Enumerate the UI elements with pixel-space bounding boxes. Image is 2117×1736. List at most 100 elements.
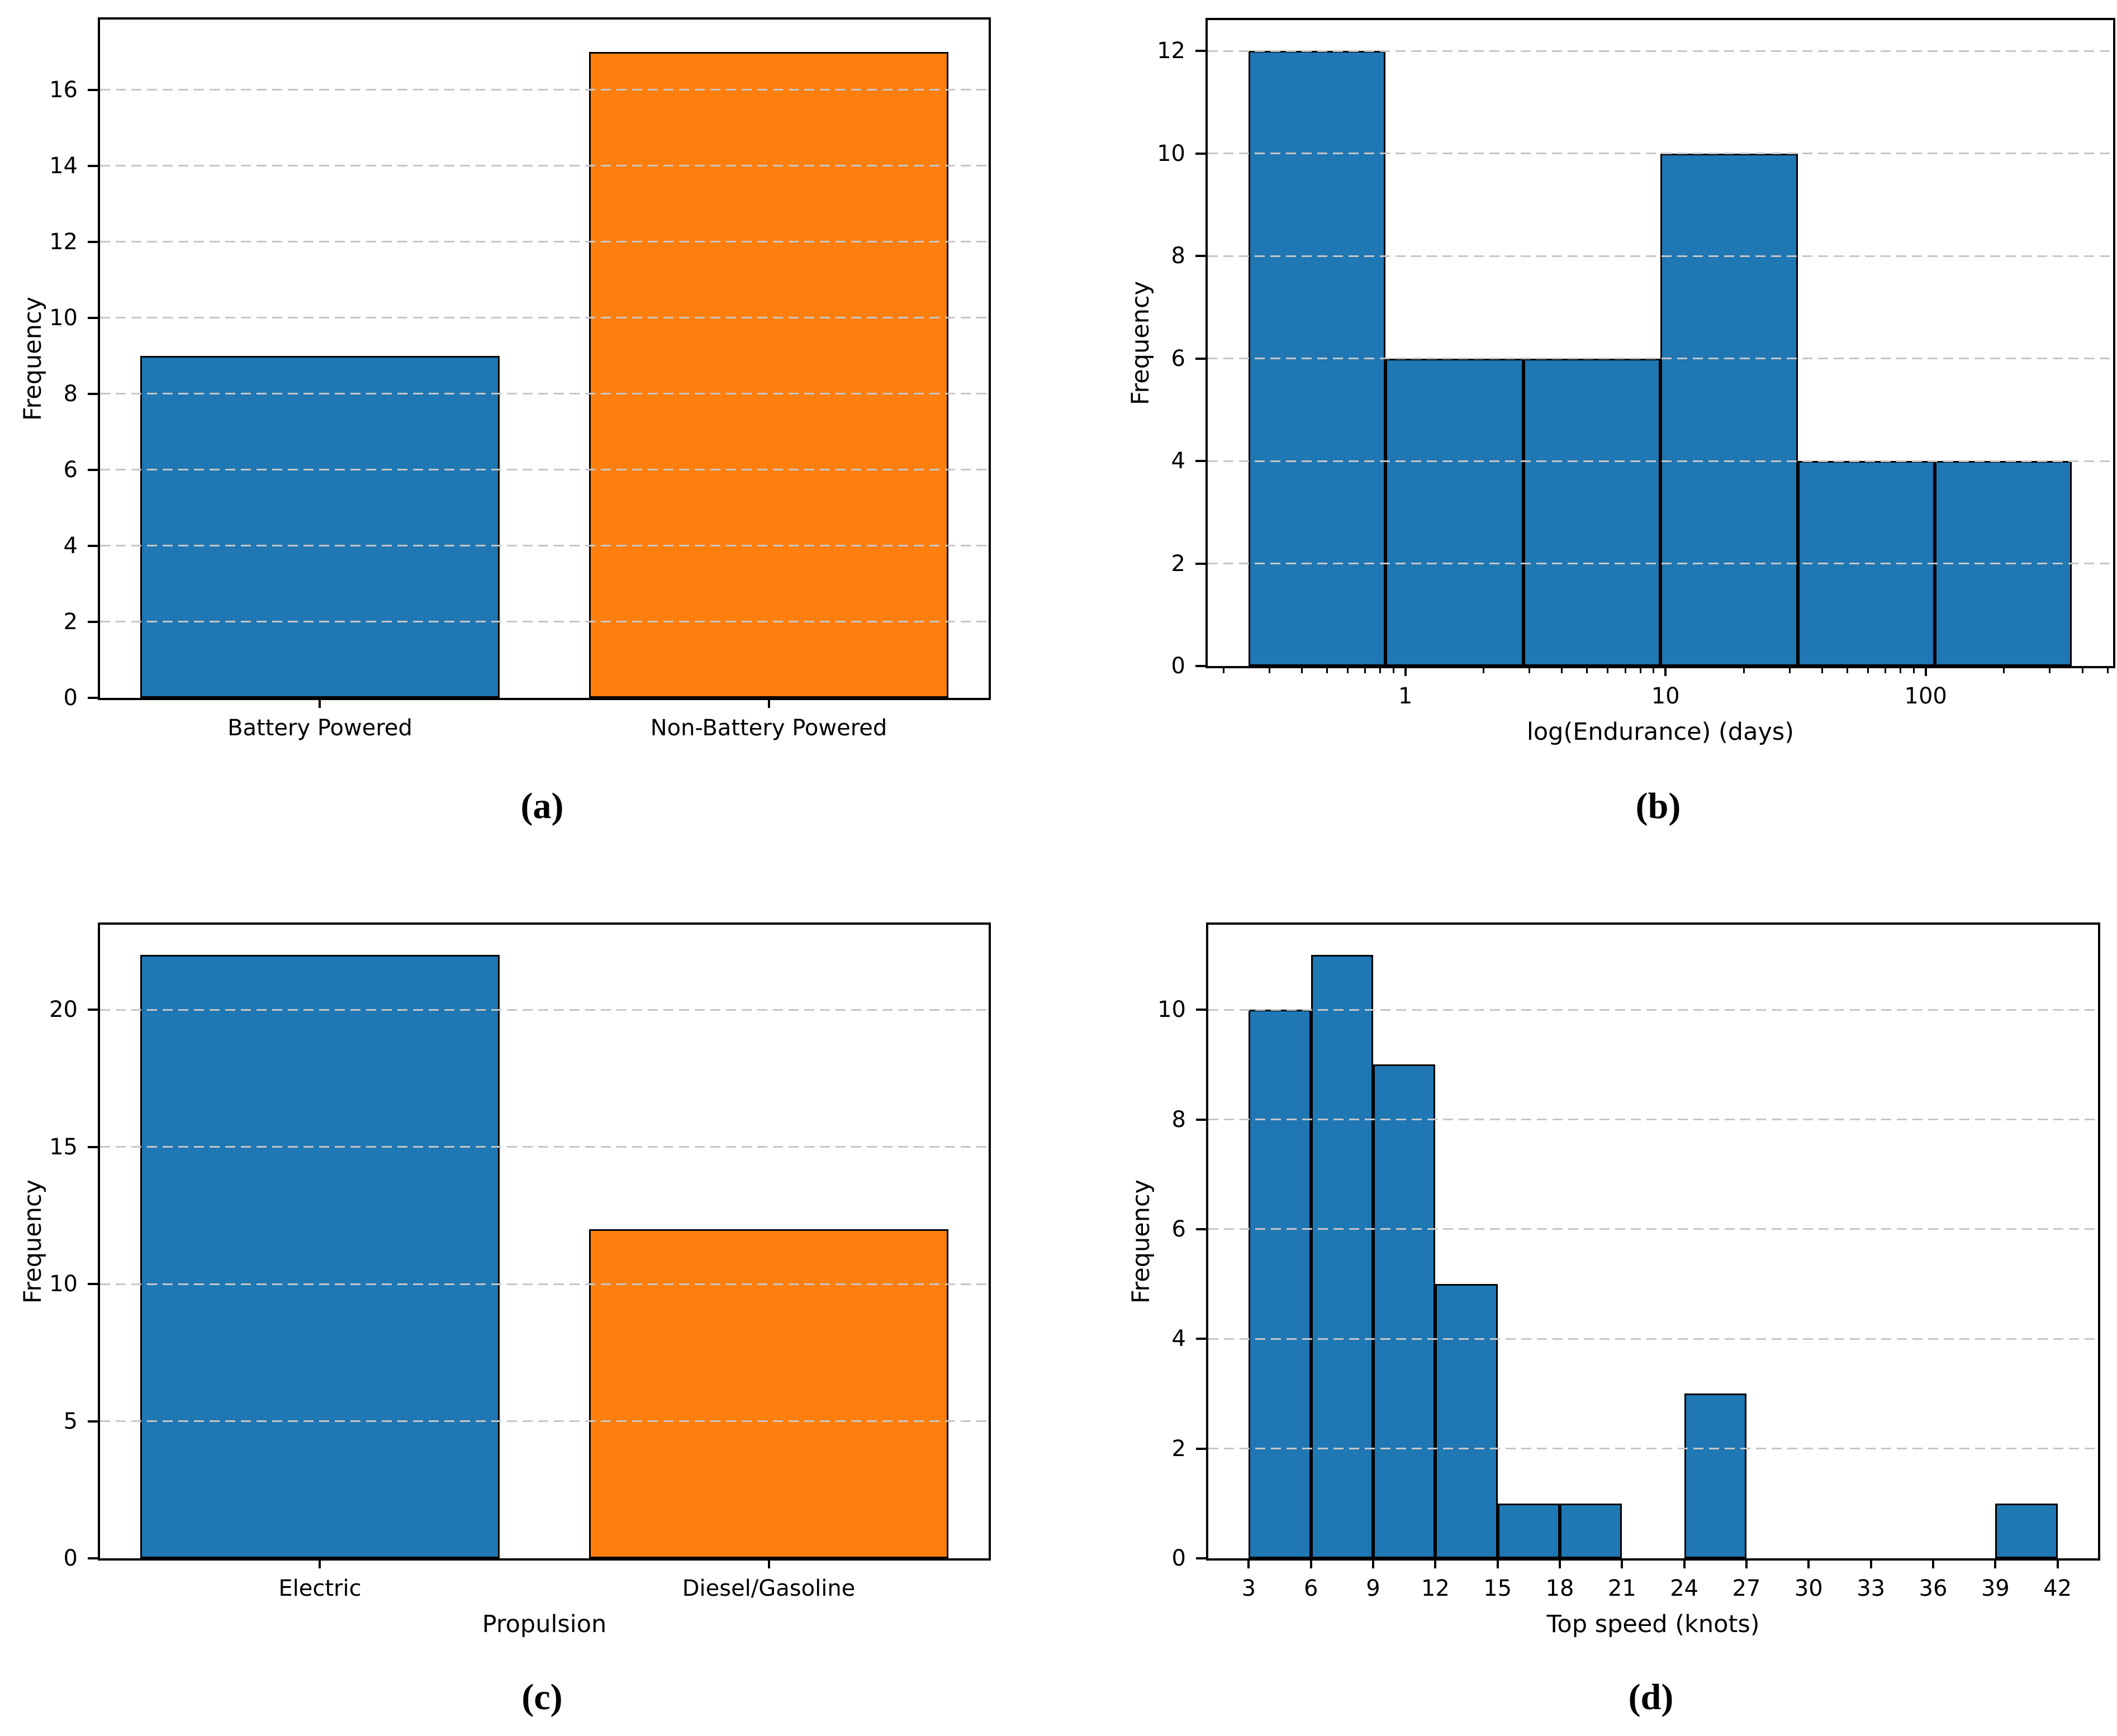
x-tick-label: 21: [1607, 1576, 1636, 1601]
x-tick-mark: [767, 1561, 770, 1568]
y-gridline: [1208, 1338, 2098, 1340]
x-minor-tick-mark: [1300, 668, 1303, 673]
x-minor-tick-mark: [2049, 668, 2051, 673]
histogram-bar: [1249, 1010, 1311, 1558]
y-tick-mark: [1195, 562, 1205, 565]
y-tick-mark: [1195, 50, 1205, 53]
histogram-bar: [1311, 955, 1374, 1558]
y-tick-mark: [1195, 255, 1205, 258]
x-tick-mark: [1807, 1561, 1810, 1568]
x-tick-label: 3: [1241, 1576, 1256, 1601]
y-tick-mark: [88, 316, 98, 319]
x-tick-label: 36: [1919, 1576, 1948, 1601]
histogram-bar: [1660, 153, 1798, 666]
subplot-caption-d: (d): [1628, 1677, 1674, 1718]
x-minor-tick-mark: [1639, 668, 1641, 673]
x-tick-mark: [1869, 1561, 1872, 1568]
y-gridline: [100, 1283, 989, 1285]
x-tick-mark: [1924, 668, 1927, 676]
histogram-bar: [1385, 358, 1523, 666]
x-minor-tick-mark: [1483, 668, 1485, 673]
x-tick-label: 100: [1904, 683, 1947, 709]
y-tick-label: 8: [1171, 1106, 1186, 1133]
y-gridline: [100, 1009, 989, 1011]
x-tick-mark: [767, 700, 770, 708]
y-tick-label: 6: [1171, 345, 1185, 372]
x-minor-tick-mark: [1586, 668, 1588, 673]
y-gridline: [1208, 563, 2113, 564]
y-tick-mark: [1195, 357, 1205, 360]
x-tick-label: Non-Battery Powered: [650, 715, 887, 741]
y-axis-label: Frequency: [1127, 280, 1155, 406]
y-tick-mark: [1196, 1557, 1206, 1559]
x-tick-label: 15: [1483, 1576, 1512, 1601]
x-tick-mark: [1247, 1561, 1250, 1568]
y-tick-label: 6: [1171, 1216, 1186, 1242]
histogram-bar: [1995, 1503, 2058, 1558]
y-gridline: [100, 1420, 989, 1423]
y-tick-label: 16: [49, 77, 78, 103]
y-tick-label: 0: [63, 685, 78, 711]
x-minor-tick-mark: [1847, 668, 1849, 673]
subplot-caption-a: (a): [520, 786, 564, 826]
y-tick-label: 10: [49, 1271, 78, 1297]
y-tick-mark: [1196, 1338, 1206, 1340]
y-gridline: [100, 393, 989, 395]
x-tick-mark: [1621, 1561, 1624, 1568]
x-tick-mark: [1664, 668, 1667, 676]
y-tick-mark: [1195, 665, 1205, 667]
y-tick-mark: [88, 544, 98, 547]
x-minor-tick-mark: [1885, 668, 1887, 673]
y-tick-mark: [88, 1145, 98, 1148]
y-gridline: [100, 545, 989, 547]
x-tick-label: 10: [1651, 683, 1680, 709]
x-tick-label: 18: [1545, 1576, 1574, 1601]
x-tick-mark: [1683, 1561, 1686, 1568]
y-gridline: [1208, 153, 2113, 155]
x-minor-tick-mark: [1268, 668, 1270, 673]
x-minor-tick-mark: [1624, 668, 1626, 673]
x-minor-tick-mark: [2106, 668, 2109, 673]
y-tick-mark: [88, 88, 98, 91]
bar-electric: [140, 955, 500, 1558]
y-tick-label: 5: [63, 1408, 78, 1434]
plot-area-a: Battery Powered Non-Battery Powered 0 2 4 6 8 1…: [19, 17, 991, 741]
y-tick-mark: [1196, 1009, 1206, 1011]
x-minor-tick-mark: [1788, 668, 1791, 673]
y-tick-mark: [88, 1557, 98, 1559]
y-gridline: [1208, 255, 2113, 257]
x-tick-mark: [1994, 1561, 1997, 1568]
x-tick-label: 6: [1303, 1576, 1318, 1601]
histogram-bar: [1373, 1064, 1436, 1558]
x-tick-label: 42: [2043, 1576, 2072, 1601]
y-tick-label: 4: [63, 532, 78, 559]
x-minor-tick-mark: [2003, 668, 2005, 673]
x-tick-mark: [1496, 1561, 1499, 1568]
y-tick-mark: [88, 240, 98, 243]
x-tick-label: 30: [1794, 1576, 1823, 1601]
plot-area-b: 1 10 100 0 2 4 6 8 10 12 log(Endurance) (days) Freq…: [1127, 18, 2115, 746]
y-tick-label: 6: [63, 456, 78, 483]
y-tick-mark: [1196, 1228, 1206, 1230]
y-tick-label: 15: [49, 1134, 78, 1160]
y-tick-mark: [88, 1283, 98, 1286]
y-tick-mark: [88, 392, 98, 395]
x-minor-tick-mark: [1364, 668, 1366, 673]
y-gridline: [1208, 50, 2113, 52]
x-minor-tick-mark: [1561, 668, 1563, 673]
x-minor-tick-mark: [1392, 668, 1394, 673]
y-tick-mark: [88, 697, 98, 699]
histogram-bar: [1497, 1503, 1560, 1558]
x-minor-tick-mark: [1326, 668, 1328, 673]
x-axis-title: Top speed (knots): [1546, 1610, 1760, 1638]
x-tick-label: 24: [1670, 1576, 1699, 1601]
x-tick-label: Battery Powered: [227, 715, 412, 741]
plot-area-d: 3 6 9 12 15 18 21 24 27 30 33 36 39 42 0 2 4 6 8 10 Top spee…: [1127, 922, 2100, 1638]
y-tick-mark: [1195, 460, 1205, 463]
x-tick-mark: [1434, 1561, 1437, 1568]
x-minor-tick-mark: [1529, 668, 1531, 673]
x-tick-mark: [1931, 1561, 1934, 1568]
x-minor-tick-mark: [1900, 668, 1902, 673]
x-tick-mark: [1404, 668, 1407, 676]
y-gridline: [100, 165, 989, 167]
